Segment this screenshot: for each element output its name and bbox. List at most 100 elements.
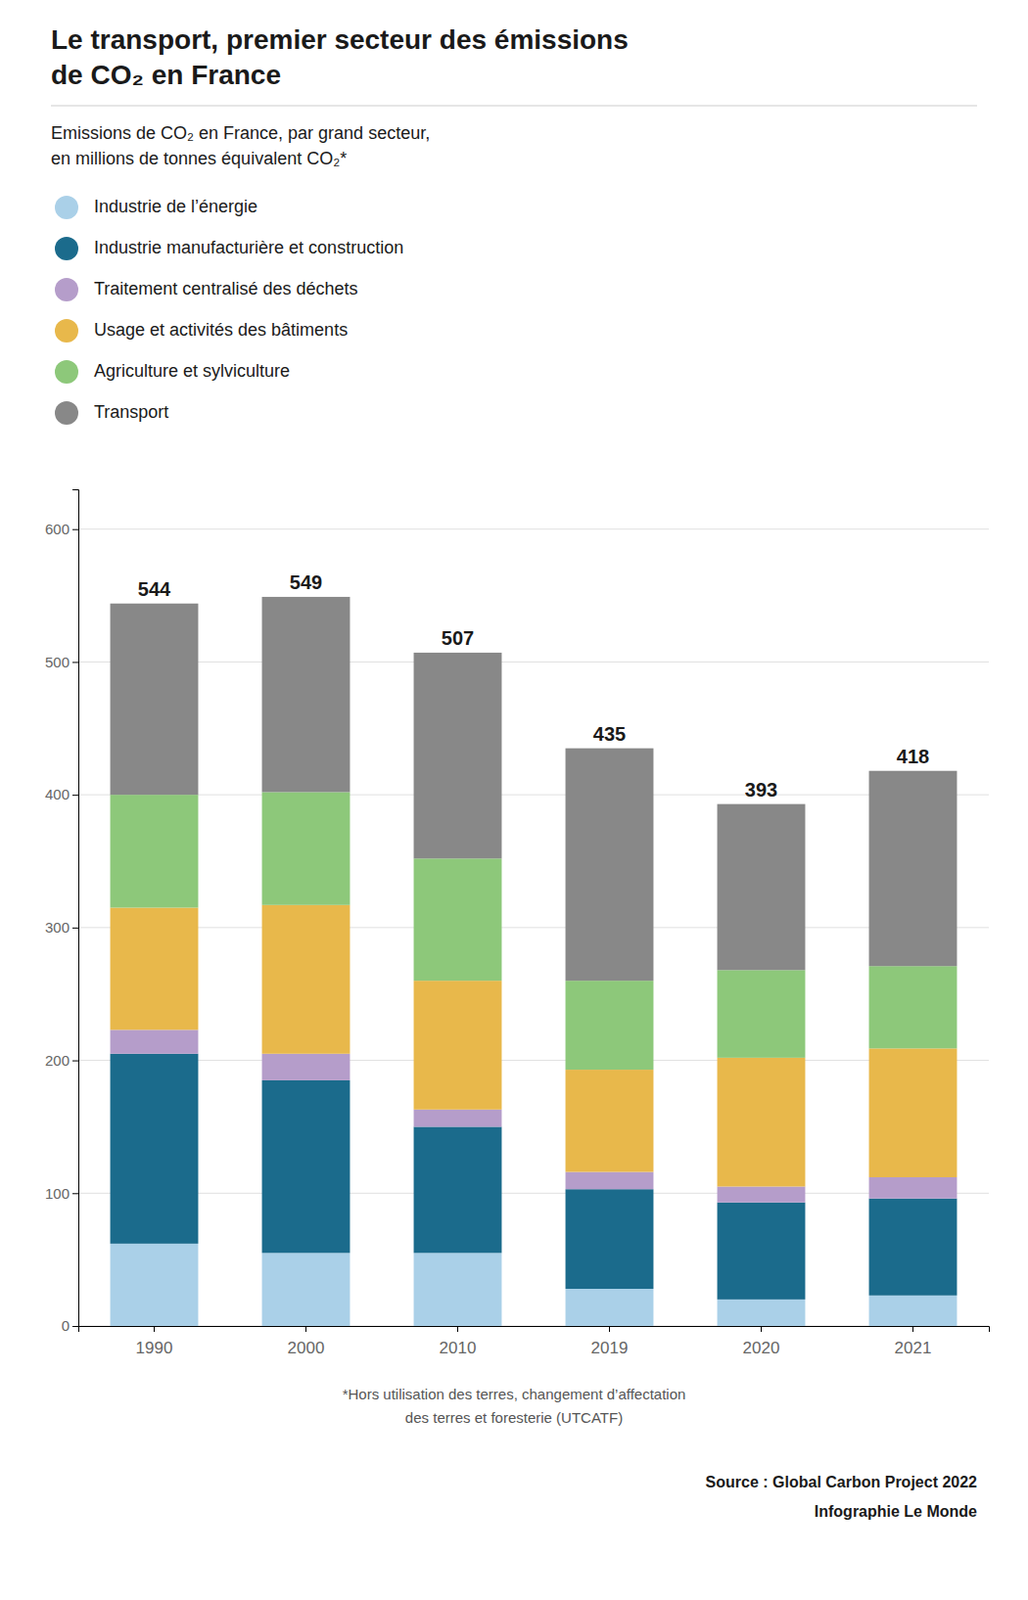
- x-tick-mark: [457, 1326, 459, 1333]
- total-label: 549: [289, 571, 323, 594]
- x-tick-mark: [760, 1326, 762, 1333]
- bar-segment: [110, 794, 199, 908]
- x-tick: 1990: [136, 1326, 174, 1358]
- bar-segment: [717, 1300, 806, 1327]
- bar-segment: [869, 966, 958, 1049]
- bar-segment: [414, 1126, 503, 1254]
- bar-segment: [110, 1029, 199, 1054]
- x-tick-label: 2000: [287, 1339, 326, 1358]
- bar-segment: [262, 792, 351, 905]
- total-label: 418: [896, 746, 930, 768]
- grid-line: [78, 1060, 989, 1062]
- y-tick-label: 100: [45, 1185, 70, 1203]
- bar-segment: [565, 1172, 655, 1191]
- x-tick: 2019: [591, 1326, 629, 1358]
- legend-swatch: [54, 236, 79, 261]
- bar-segment: [110, 1244, 199, 1327]
- legend-label: Industrie manufacturière et construction: [93, 237, 404, 258]
- y-tick-label: 300: [45, 919, 70, 936]
- bar-segment: [565, 1189, 655, 1290]
- legend-item: Industrie de l’énergie: [54, 195, 258, 220]
- title: Le transport, premier secteur des émissi…: [50, 24, 629, 91]
- x-tick: 2020: [743, 1326, 781, 1358]
- x-tick-mark: [305, 1326, 307, 1333]
- bar-segment: [414, 653, 503, 859]
- legend-label: Traitement centralisé des déchets: [93, 279, 358, 299]
- bar-segment: [565, 1289, 655, 1327]
- y-tick: 400: [45, 786, 79, 803]
- y-tick-mark: [72, 1193, 79, 1195]
- x-tick-label: 2020: [743, 1339, 781, 1358]
- y-tick-label: 400: [45, 786, 70, 803]
- series: [110, 1029, 958, 1203]
- source: Infographie Le Monde: [814, 1503, 978, 1521]
- grid-line: [78, 794, 989, 796]
- bar-segment: [110, 908, 199, 1031]
- grid: [78, 529, 989, 1327]
- legend-swatch: [54, 278, 79, 302]
- y-tick-mark: [72, 1061, 79, 1063]
- footnote: des terres et foresterie (UTCATF): [405, 1409, 623, 1427]
- x-axis: 1990 2000 2010 2019 2020 2021: [79, 1326, 990, 1358]
- totals: 544549507435393418: [138, 571, 930, 801]
- x-tick-mark: [608, 1326, 610, 1333]
- legend-item: Industrie manufacturière et construction: [54, 236, 404, 261]
- legend-label: Agriculture et sylviculture: [93, 361, 290, 381]
- y-axis: 0 100 200 300 400 500 600: [45, 490, 80, 1336]
- bar-segment: [262, 597, 351, 794]
- y-tick: 600: [45, 520, 79, 538]
- y-tick-label: 0: [61, 1317, 70, 1335]
- y-tick-mark: [72, 661, 79, 663]
- bar-segment: [262, 905, 351, 1055]
- annotations: *Hors utilisation des terres, changement…: [342, 1386, 978, 1521]
- x-tick-label: 2021: [894, 1339, 933, 1358]
- series: [110, 1244, 958, 1327]
- subtitle: Emissions de CO₂ en France, par grand se…: [50, 123, 430, 169]
- total-label: 544: [138, 578, 172, 601]
- grid-line: [78, 528, 989, 530]
- bar-segment: [414, 858, 503, 982]
- bar-segment: [565, 981, 655, 1071]
- y-tick: 200: [45, 1052, 79, 1070]
- legend-item: Usage et activités des bâtiments: [54, 319, 348, 343]
- y-tick-mark: [72, 1326, 79, 1328]
- x-tick-mark: [912, 1326, 914, 1333]
- bar-segment: [565, 748, 655, 982]
- series: [110, 1054, 958, 1301]
- x-tick: 2000: [287, 1326, 326, 1358]
- bar-segment: [262, 1054, 351, 1081]
- y-tick-mark: [72, 529, 79, 531]
- legend-label: Transport: [93, 402, 169, 422]
- grid-line: [78, 927, 989, 929]
- x-tick-label: 1990: [136, 1339, 174, 1358]
- chart: Le transport, premier secteur des émissi…: [0, 0, 1028, 1600]
- bars: [110, 597, 958, 1327]
- bar-segment: [717, 1203, 806, 1301]
- bar-segment: [717, 970, 806, 1059]
- y-tick-label: 500: [45, 654, 70, 671]
- legend-item: Traitement centralisé des déchets: [54, 278, 358, 302]
- x-tick-label: 2019: [591, 1339, 629, 1358]
- bar-segment: [869, 771, 958, 968]
- y-tick: 500: [45, 654, 79, 671]
- bar-segment: [717, 804, 806, 972]
- y-tick: 300: [45, 919, 79, 936]
- subtitle-line: en millions de tonnes équivalent CO₂*: [50, 148, 347, 169]
- x-axis-line: [79, 1327, 990, 1334]
- total-label: 393: [745, 779, 778, 801]
- bar-segment: [110, 1054, 199, 1245]
- title-line: de CO₂ en France: [50, 59, 281, 91]
- legend-label: Industrie de l’énergie: [93, 196, 258, 217]
- bar-segment: [869, 1048, 958, 1178]
- bar-segment: [414, 1253, 503, 1327]
- bar-segment: [262, 1080, 351, 1254]
- x-tick: 2010: [439, 1326, 477, 1358]
- legend-swatch: [54, 319, 79, 343]
- plot: 5445495074353934180100200300400500600199…: [45, 490, 990, 1358]
- y-tick: 100: [45, 1185, 79, 1203]
- series: [110, 905, 958, 1188]
- grid-line: [78, 1193, 989, 1195]
- footnote: *Hors utilisation des terres, changement…: [342, 1386, 687, 1403]
- title-line: Le transport, premier secteur des émissi…: [50, 24, 629, 55]
- x-tick-label: 2010: [439, 1339, 477, 1358]
